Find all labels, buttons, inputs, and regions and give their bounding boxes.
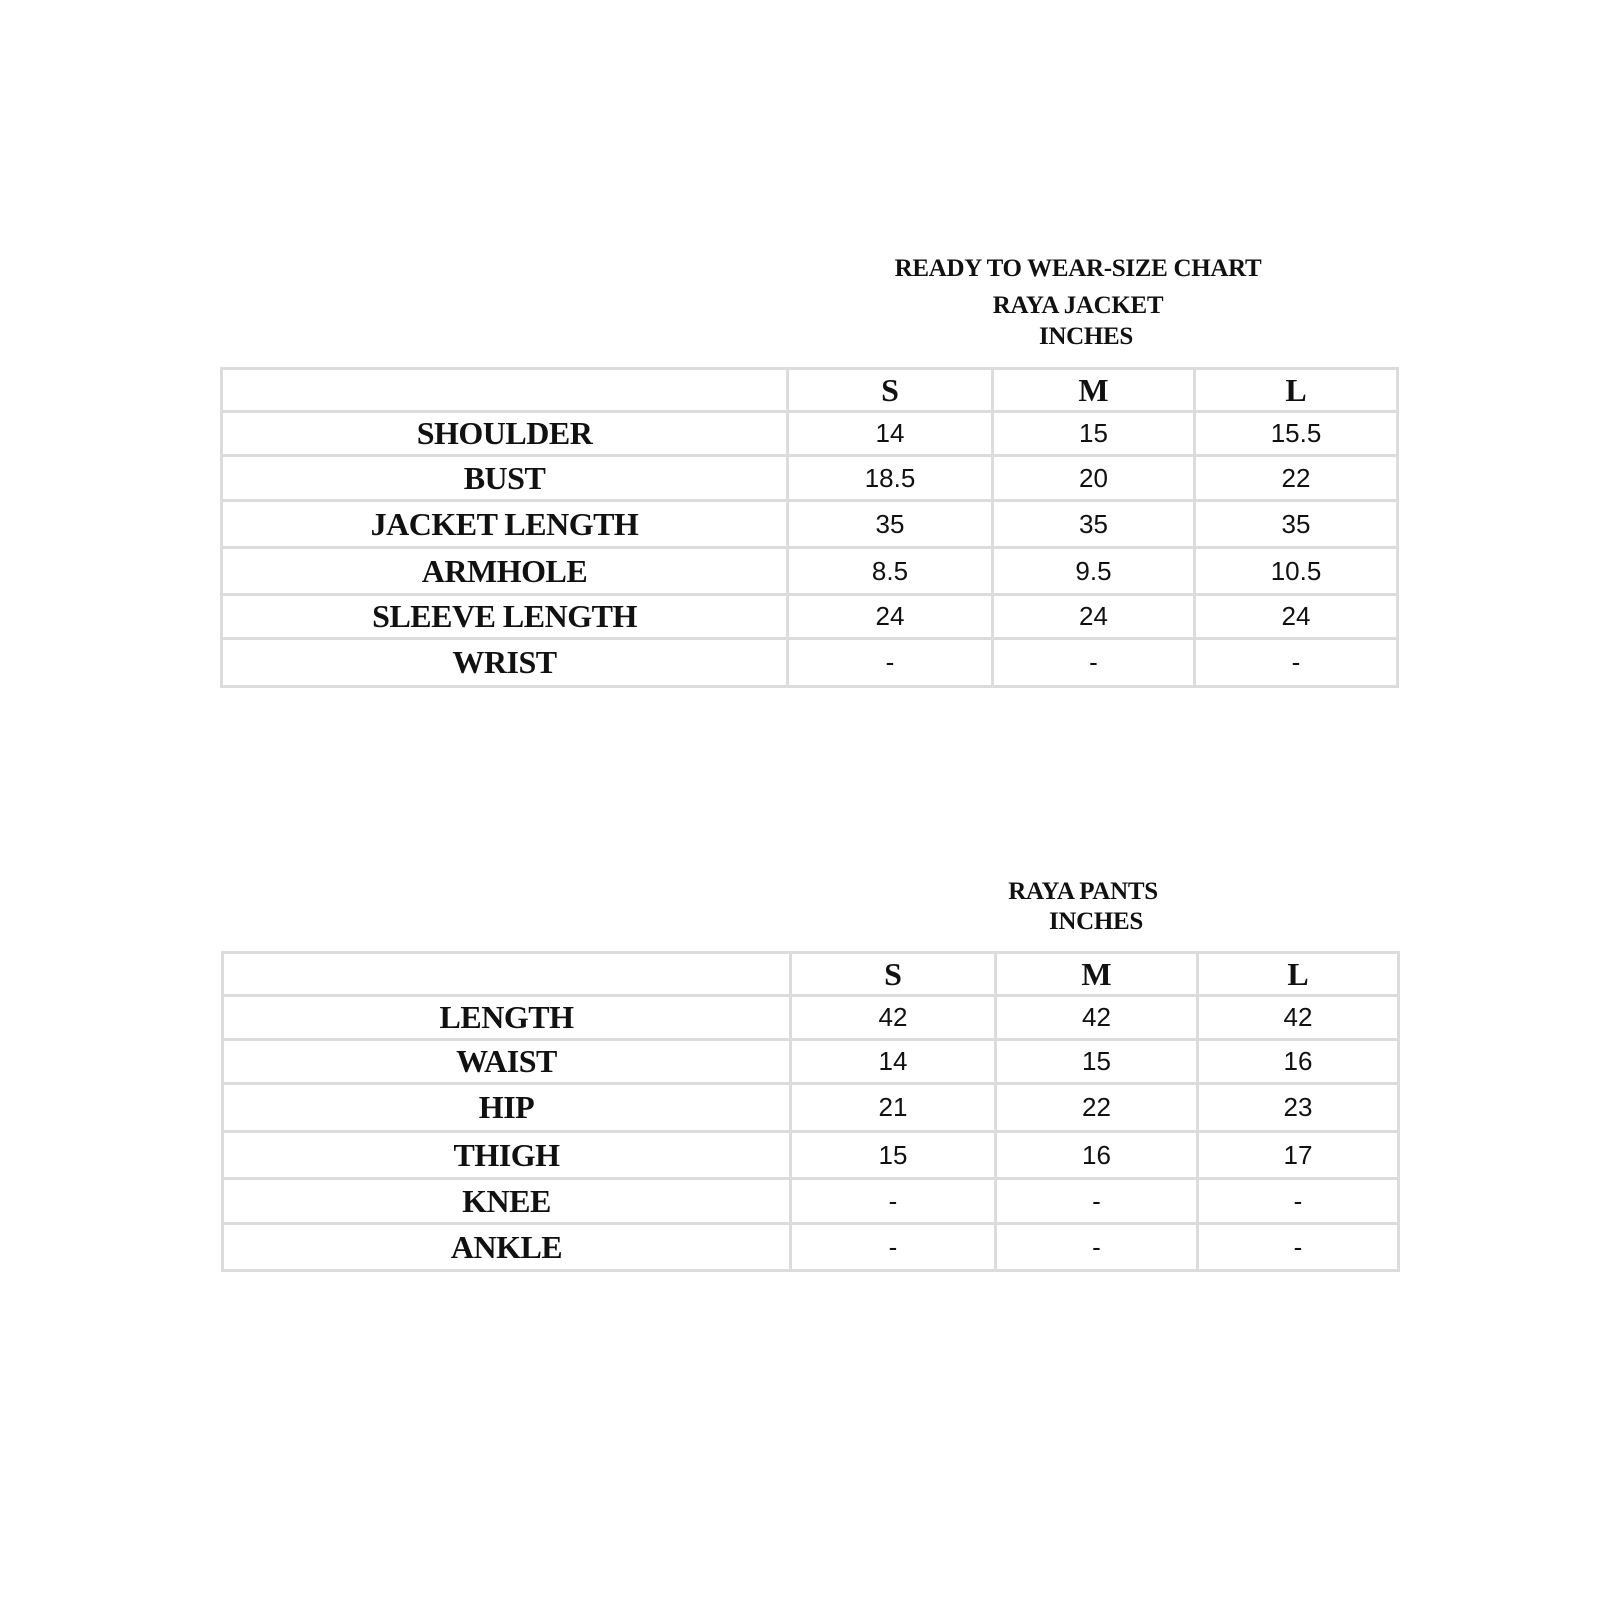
measurement-label: SHOULDER xyxy=(220,410,789,457)
measurement-label: WAIST xyxy=(221,1038,792,1085)
measurement-label: ARMHOLE xyxy=(220,546,789,596)
pants-size-table: S M L LENGTH 42 42 42 WAIST 14 15 16 HIP 21 22 23 THIGH… xyxy=(221,951,1400,1272)
measurement-value: 15.5 xyxy=(1193,410,1399,457)
measurement-value: 15 xyxy=(994,1038,1199,1085)
measurement-label: WRIST xyxy=(220,637,789,688)
measurement-label: KNEE xyxy=(221,1177,792,1225)
measurement-value: - xyxy=(991,637,1196,688)
size-header-s: S xyxy=(786,367,994,413)
measurement-value: 17 xyxy=(1196,1130,1400,1180)
table-row: LENGTH 42 42 42 xyxy=(221,994,1400,1041)
size-header-m: M xyxy=(994,951,1199,997)
measurement-value: 14 xyxy=(786,410,994,457)
measurement-value: - xyxy=(789,1177,997,1225)
measurement-label: SLEEVE LENGTH xyxy=(220,593,789,640)
measurement-value: 14 xyxy=(789,1038,997,1085)
measurement-value: 42 xyxy=(1196,994,1400,1041)
empty-header-cell xyxy=(221,951,792,997)
size-header-l: L xyxy=(1196,951,1400,997)
measurement-value: 35 xyxy=(1193,499,1399,549)
measurement-label: THIGH xyxy=(221,1130,792,1180)
jacket-size-table: S M L SHOULDER 14 15 15.5 BUST 18.5 20 22 JACKET LE… xyxy=(220,367,1399,688)
measurement-value: 23 xyxy=(1196,1082,1400,1133)
table-row: WRIST - - - xyxy=(220,637,1399,688)
jacket-title: RAYA JACKET xyxy=(992,292,1164,319)
empty-header-cell xyxy=(220,367,789,413)
measurement-value: 16 xyxy=(1196,1038,1400,1085)
pants-unit: INCHES xyxy=(1048,908,1144,935)
table-row: HIP 21 22 23 xyxy=(221,1082,1400,1133)
table-row: ARMHOLE 8.5 9.5 10.5 xyxy=(220,546,1399,596)
measurement-value: - xyxy=(1196,1222,1400,1272)
measurement-value: 24 xyxy=(1193,593,1399,640)
measurement-value: 15 xyxy=(991,410,1196,457)
jacket-unit: INCHES xyxy=(1038,323,1134,350)
measurement-value: 18.5 xyxy=(786,454,994,502)
measurement-value: 22 xyxy=(994,1082,1199,1133)
measurement-value: 10.5 xyxy=(1193,546,1399,596)
measurement-value: 8.5 xyxy=(786,546,994,596)
measurement-value: - xyxy=(994,1177,1199,1225)
measurement-value: 21 xyxy=(789,1082,997,1133)
size-chart-title: READY TO WEAR-SIZE CHART xyxy=(894,255,1262,282)
measurement-value: 9.5 xyxy=(991,546,1196,596)
measurement-value: 16 xyxy=(994,1130,1199,1180)
measurement-label: ANKLE xyxy=(221,1222,792,1272)
measurement-value: 42 xyxy=(994,994,1199,1041)
table-row: WAIST 14 15 16 xyxy=(221,1038,1400,1085)
table-row: KNEE - - - xyxy=(221,1177,1400,1225)
pants-title: RAYA PANTS xyxy=(1008,878,1158,905)
measurement-value: 24 xyxy=(991,593,1196,640)
table-row: JACKET LENGTH 35 35 35 xyxy=(220,499,1399,549)
table-row: ANKLE - - - xyxy=(221,1222,1400,1272)
measurement-value: - xyxy=(789,1222,997,1272)
table-row: BUST 18.5 20 22 xyxy=(220,454,1399,502)
measurement-value: 42 xyxy=(789,994,997,1041)
table-row: SLEEVE LENGTH 24 24 24 xyxy=(220,593,1399,640)
measurement-value: 35 xyxy=(786,499,994,549)
measurement-value: 35 xyxy=(991,499,1196,549)
measurement-value: 20 xyxy=(991,454,1196,502)
measurement-value: - xyxy=(994,1222,1199,1272)
measurement-value: 24 xyxy=(786,593,994,640)
measurement-value: 22 xyxy=(1193,454,1399,502)
size-header-l: L xyxy=(1193,367,1399,413)
size-header-s: S xyxy=(789,951,997,997)
measurement-label: HIP xyxy=(221,1082,792,1133)
measurement-value: - xyxy=(786,637,994,688)
table-row: SHOULDER 14 15 15.5 xyxy=(220,410,1399,457)
size-header-m: M xyxy=(991,367,1196,413)
table-row: THIGH 15 16 17 xyxy=(221,1130,1400,1180)
measurement-value: - xyxy=(1193,637,1399,688)
measurement-label: BUST xyxy=(220,454,789,502)
measurement-value: 15 xyxy=(789,1130,997,1180)
measurement-label: LENGTH xyxy=(221,994,792,1041)
measurement-value: - xyxy=(1196,1177,1400,1225)
measurement-label: JACKET LENGTH xyxy=(220,499,789,549)
